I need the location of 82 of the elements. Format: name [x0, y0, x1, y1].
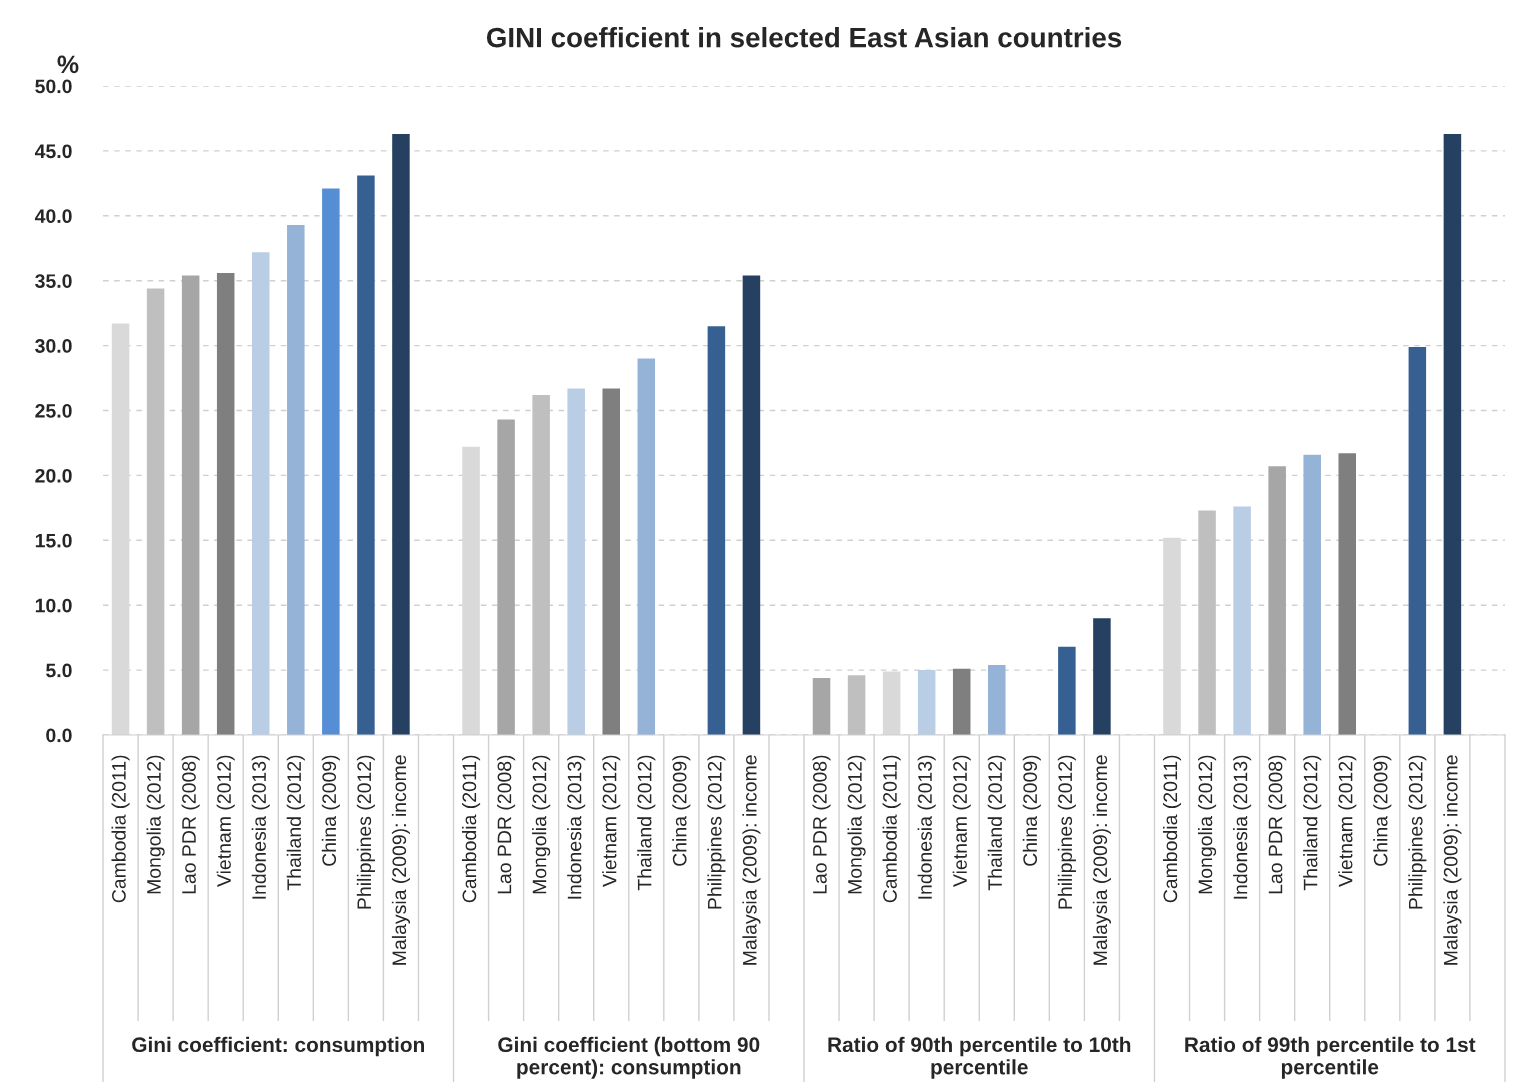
x-tick-label: Cambodia (2011)	[111, 755, 130, 903]
bar	[847, 675, 866, 735]
bar	[251, 252, 270, 735]
x-tick-label: Thailand (2012)	[987, 755, 1006, 891]
x-tick-label: Philippines (2012)	[1408, 755, 1427, 909]
x-tick-label: Mongolia (2012)	[847, 755, 866, 894]
text: Ratio of 90th percentile to 10th percentile	[828, 1036, 1131, 1079]
x-tick-label: Thailand (2012)	[286, 755, 305, 891]
x-tick-label: Cambodia (2011)	[882, 755, 901, 903]
chart-title: GINI coefficient in selected East Asian countries	[486, 27, 1122, 48]
x-tick-label: Indonesia (2013)	[1233, 755, 1252, 899]
y-tick-label: 20.0	[35, 468, 72, 483]
bar	[707, 326, 726, 735]
text: Gini coefficient (bottom 90 percent): consumption	[498, 1036, 760, 1079]
bar	[602, 388, 620, 735]
text: Gini coefficient: consumption	[132, 1036, 424, 1057]
bar	[146, 288, 165, 735]
bar	[1233, 506, 1251, 735]
bar	[917, 670, 936, 735]
x-tick-label: Lao PDR (2008)	[181, 755, 200, 894]
x-tick-label: China (2009)	[1022, 755, 1041, 866]
x-tick-label: Indonesia (2013)	[251, 755, 270, 899]
bar	[1303, 454, 1321, 735]
y-tick-label: 25.0	[35, 403, 72, 418]
bar	[357, 175, 375, 735]
x-tick-label: Philippines (2012)	[707, 755, 726, 909]
bar	[497, 419, 515, 735]
x-tick-label: Indonesia (2013)	[917, 755, 936, 899]
bar	[812, 677, 831, 735]
x-tick-label: China (2009)	[321, 755, 340, 866]
y-tick-label: 0.0	[46, 728, 72, 743]
x-tick-label: Lao PDR (2008)	[1268, 755, 1287, 894]
bar	[567, 388, 585, 735]
bar	[1093, 618, 1111, 735]
x-tick-label: Malaysia (2009): income	[1092, 755, 1111, 965]
x-tick-label: Mongolia (2012)	[146, 755, 165, 894]
y-tick-label: 15.0	[35, 533, 72, 548]
text: Ratio of 99th percentile to 1st percentile	[1185, 1036, 1476, 1079]
x-tick-label: Cambodia (2011)	[1162, 755, 1182, 903]
x-tick-label: China (2009)	[672, 755, 691, 866]
bar	[322, 188, 340, 735]
x-tick-label: Lao PDR (2008)	[497, 755, 516, 894]
y-tick-label: 45.0	[34, 144, 72, 159]
x-tick-label: Vietnam (2012)	[1338, 755, 1357, 887]
y-tick-label: 35.0	[35, 274, 72, 288]
bar	[1338, 453, 1357, 735]
bar	[1408, 346, 1427, 735]
bar	[216, 272, 235, 735]
bar	[181, 275, 200, 735]
y-axis-title: %	[57, 55, 79, 74]
x-tick-label: Lao PDR (2008)	[812, 755, 831, 894]
x-tick-label: Vietnam (2012)	[602, 755, 621, 887]
x-tick-label: Cambodia (2011)	[461, 755, 481, 903]
bar	[392, 134, 410, 735]
y-tick-label: 10.0	[35, 598, 72, 613]
x-tick-label: Indonesia (2013)	[567, 755, 586, 899]
bar	[1198, 510, 1216, 735]
bar	[1058, 646, 1076, 735]
y-tick-label: 5.0	[46, 663, 72, 678]
x-tick-label: Malaysia (2009): income	[391, 755, 411, 965]
bar	[287, 224, 305, 735]
x-tick-label: Philippines (2012)	[356, 755, 375, 909]
x-tick-label: Malaysia (2009): income	[742, 755, 761, 965]
bar	[1268, 466, 1286, 735]
y-tick-label: 40.0	[34, 209, 72, 224]
x-tick-label: China (2009)	[1373, 755, 1392, 866]
y-tick-label: 50.0	[35, 79, 72, 94]
x-tick-label: Philippines (2012)	[1057, 755, 1076, 909]
x-tick-label: Mongolia (2012)	[1198, 755, 1217, 894]
y-tick-label: 30.0	[35, 339, 72, 353]
x-tick-label: Vietnam (2012)	[216, 755, 235, 887]
bar	[532, 394, 550, 735]
x-tick-label: Mongolia (2012)	[532, 755, 551, 894]
x-tick-label: Thailand (2012)	[1303, 755, 1322, 891]
bar	[988, 664, 1006, 735]
bar	[952, 668, 971, 735]
x-tick-label: Thailand (2012)	[637, 755, 656, 891]
x-tick-label: Malaysia (2009): income	[1443, 755, 1462, 965]
bar	[1443, 134, 1462, 735]
bar	[742, 275, 761, 735]
x-tick-label: Vietnam (2012)	[952, 755, 971, 887]
bar	[637, 358, 656, 735]
